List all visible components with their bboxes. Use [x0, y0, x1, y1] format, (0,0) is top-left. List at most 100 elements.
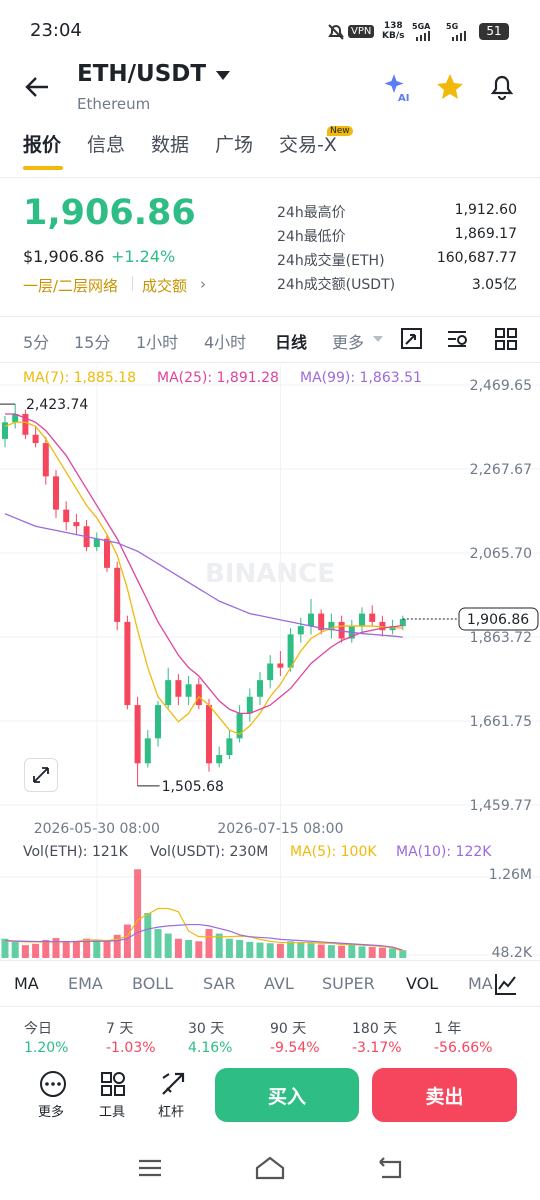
- alert-button[interactable]: [487, 72, 517, 102]
- candle-body: [369, 613, 376, 622]
- ma-line: [5, 413, 403, 715]
- favorite-button[interactable]: [435, 72, 465, 102]
- chart-tools[interactable]: [400, 327, 520, 351]
- tools-icon: [101, 1072, 125, 1096]
- last-price-box: [458, 607, 539, 631]
- pair-name: Ethereum: [77, 95, 151, 113]
- period-change: -3.17%: [352, 1040, 402, 1056]
- volume-bar: [93, 940, 101, 958]
- low-label: 1,505.68: [162, 779, 224, 795]
- new-badge: New: [327, 126, 353, 136]
- ma-line: [4, 421, 403, 735]
- volume-tick-label: 48.2K: [492, 945, 533, 961]
- y-tick-label: 1,459.77: [470, 798, 532, 814]
- volume-bar: [134, 869, 142, 958]
- high-label: 2,423.74: [26, 397, 88, 413]
- candle-body: [73, 522, 80, 527]
- volume-bar: [368, 947, 376, 958]
- candle-body: [63, 509, 70, 523]
- candle-body: [246, 696, 253, 714]
- candle-body: [318, 613, 325, 631]
- indicator-tab[interactable]: BOLL: [132, 974, 174, 993]
- candle-body: [114, 567, 121, 622]
- period-change: -56.66%: [434, 1040, 493, 1056]
- timeframe[interactable]: 日线: [275, 333, 308, 352]
- candle-body: [277, 663, 284, 668]
- timeframe[interactable]: 4小时: [204, 333, 247, 352]
- candle-body: [32, 434, 39, 444]
- timeframe[interactable]: 1小时: [136, 333, 179, 352]
- timeframe[interactable]: 5分: [23, 333, 50, 352]
- volume-bar: [399, 950, 407, 958]
- pair-title[interactable]: ETH/USDT: [77, 61, 207, 87]
- volume-bar: [205, 929, 213, 958]
- candle-body: [297, 626, 304, 635]
- volume-bar: [215, 933, 223, 958]
- margin-button[interactable]: 杠杆: [158, 1105, 185, 1120]
- candle-body: [2, 422, 8, 439]
- volume-bar: [256, 942, 264, 958]
- margin-icon: [162, 1072, 185, 1095]
- period-label: 1 年: [434, 1021, 462, 1037]
- volume-bar: [307, 943, 315, 958]
- y-tick-label: 2,065.70: [470, 546, 532, 562]
- y-tick-label: 2,469.65: [470, 378, 532, 394]
- stat-value: 1,869.17: [454, 226, 517, 242]
- signal-icons: [416, 31, 466, 41]
- indicator-tab[interactable]: SUPER: [322, 974, 375, 993]
- tag-volume[interactable]: 成交额: [142, 277, 188, 295]
- indicator-tab[interactable]: MA: [468, 974, 493, 993]
- pair-dropdown[interactable]: [215, 70, 231, 82]
- candle-body: [144, 738, 151, 764]
- volume-bar: [154, 929, 162, 958]
- volume-bar: [174, 938, 182, 958]
- more-button[interactable]: 更多: [38, 1105, 65, 1120]
- price-change: +1.24%: [111, 247, 176, 266]
- y-tick-label: 1,863.72: [470, 630, 532, 646]
- volume-ma-line: [4, 923, 403, 951]
- indicator-settings[interactable]: [494, 972, 518, 996]
- back-button[interactable]: [24, 75, 50, 99]
- volume-bar: [1, 938, 9, 958]
- tab[interactable]: 信息: [87, 134, 126, 156]
- indicator-tab[interactable]: MA: [14, 974, 39, 993]
- tag-sector[interactable]: 一层/二层网络: [23, 277, 119, 295]
- fullscreen-button[interactable]: [24, 758, 58, 792]
- tab[interactable]: 广场: [215, 134, 254, 156]
- ai-button[interactable]: AI: [382, 72, 414, 104]
- nav-bar: [139, 1156, 402, 1180]
- buy-button[interactable]: 买入: [215, 1068, 359, 1122]
- candle-body: [93, 538, 100, 548]
- period-change: -9.54%: [270, 1040, 320, 1056]
- candle-body: [328, 621, 335, 631]
- indicator-tab[interactable]: AVL: [264, 974, 294, 993]
- divider: [0, 177, 540, 178]
- tools-button[interactable]: 工具: [99, 1105, 126, 1120]
- indicator-tab[interactable]: SAR: [203, 974, 236, 993]
- volume-bar: [236, 940, 244, 958]
- speed-unit: KB/s: [382, 31, 405, 41]
- tab[interactable]: 数据: [151, 134, 190, 156]
- last-price-label: 1,906.86: [467, 612, 529, 628]
- usd-price: $1,906.86: [23, 247, 105, 266]
- timeframe[interactable]: 15分: [74, 333, 111, 352]
- tab[interactable]: 报价: [23, 134, 62, 156]
- tab[interactable]: 交易-X: [279, 134, 337, 156]
- volume-bar: [123, 924, 131, 958]
- volume-bar: [266, 943, 274, 958]
- candle-body: [22, 413, 29, 435]
- candle-body: [399, 619, 406, 627]
- candle-body: [53, 476, 59, 510]
- more-caret: [373, 336, 383, 342]
- indicator-tab[interactable]: EMA: [68, 974, 103, 993]
- volume-bar: [276, 943, 284, 958]
- candle-body: [308, 613, 314, 627]
- fullscreen-icon: [33, 767, 49, 783]
- indicator-tab[interactable]: VOL: [406, 974, 439, 993]
- sell-button[interactable]: 卖出: [372, 1068, 517, 1122]
- timeframe[interactable]: 更多: [332, 333, 365, 352]
- candle-body: [155, 705, 161, 739]
- volume-bar: [297, 942, 305, 958]
